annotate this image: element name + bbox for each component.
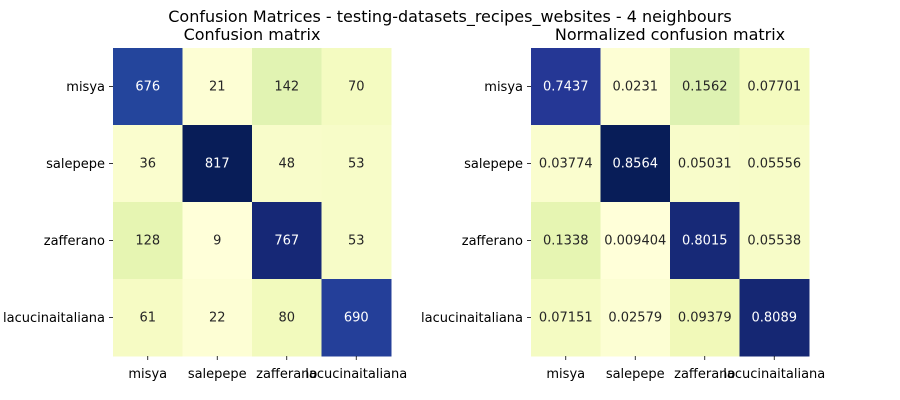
heatmap-cell [252,279,322,357]
cell-value-label: 21 [209,80,226,95]
heatmap-cell [600,48,671,126]
y-tick-label: misya [484,80,523,95]
cell-value-label: 53 [348,234,365,249]
heatmap-cell [182,279,253,357]
cell-value-label: 0.05538 [747,234,801,249]
cell-value-label: 0.009404 [604,234,666,249]
heatmap-cell [182,202,253,280]
y-tick-label: misya [66,80,105,95]
heatmap-cell [113,48,183,126]
cell-value-label: 142 [274,80,299,95]
cell-value-label: 80 [278,311,295,326]
cell-value-label: 0.07151 [539,311,593,326]
cell-value-label: 0.0231 [613,80,659,95]
heatmap-cell [321,202,392,280]
x-tick-label: lacucinaitaliana [723,367,825,382]
y-tick-label: lacucinaitaliana [3,311,105,326]
confusion-matrix-panel: Confusion matrix 676 21 142 70 36 817 48 53 128 9… [3,25,407,382]
heatmap-cell [600,202,671,280]
y-tick-label: lacucinaitaliana [421,311,523,326]
heatmap-cell [182,48,253,126]
heatmap-cell [113,202,183,280]
x-tick-label: zafferano [256,367,317,382]
cell-value-label: 0.8015 [682,234,728,249]
x-tick-label: misya [546,367,585,382]
heatmap-cell [739,279,810,357]
y-tick-label: salepepe [464,157,523,172]
heatmap-cell [670,125,740,203]
cell-value-label: 128 [135,234,160,249]
heatmap-cell [321,48,392,126]
cell-value-label: 0.02579 [608,311,662,326]
cell-value-label: 53 [348,157,365,172]
heatmap-cell [113,279,183,357]
heatmap-cell [600,279,671,357]
heatmap-cell [670,202,740,280]
cell-value-label: 48 [278,157,295,172]
cell-value-label: 0.07701 [747,80,801,95]
cell-value-label: 0.7437 [543,80,589,95]
heatmap-cell [739,48,810,126]
figure-title: Confusion Matrices - testing-datasets_re… [168,7,731,27]
heatmap-cell [531,48,601,126]
x-tick-label: misya [128,367,167,382]
heatmap-cell [600,125,671,203]
cell-value-label: 0.8564 [613,157,659,172]
heatmap-cell [739,202,810,280]
heatmap-cell [113,125,183,203]
cell-value-label: 0.09379 [678,311,732,326]
heatmap-cell [531,125,601,203]
cell-value-label: 22 [209,311,226,326]
heatmap-cell [252,125,322,203]
x-tick-label: lacucinaitaliana [305,367,407,382]
cell-value-label: 767 [274,234,299,249]
x-tick-label: zafferano [674,367,735,382]
cell-value-label: 676 [135,80,160,95]
chart-title: Confusion matrix [184,25,321,44]
cell-value-label: 817 [205,157,230,172]
heatmap-cell [321,125,392,203]
heatmap-cell [739,125,810,203]
cell-value-label: 0.05031 [678,157,732,172]
cell-value-label: 61 [139,311,156,326]
heatmap-cell [252,48,322,126]
y-tick-label: zafferano [44,234,105,249]
cell-value-label: 690 [344,311,369,326]
heatmap-cell [321,279,392,357]
cell-value-label: 70 [348,80,365,95]
cell-value-label: 0.05556 [747,157,801,172]
heatmap-cell [670,48,740,126]
heatmap-cell [531,279,601,357]
cell-value-label: 0.1562 [682,80,728,95]
chart-title: Normalized confusion matrix [555,25,785,44]
x-tick-label: salepepe [606,367,665,382]
heatmap-cell [182,125,253,203]
cell-value-label: 0.1338 [543,234,589,249]
heatmap-cell [252,202,322,280]
cell-value-label: 0.03774 [539,157,593,172]
heatmap-cell [531,202,601,280]
x-tick-label: salepepe [188,367,247,382]
cell-value-label: 0.8089 [752,311,798,326]
y-tick-label: zafferano [462,234,523,249]
cell-value-label: 36 [139,157,156,172]
normalized-confusion-matrix-panel: Normalized confusion matrix 0.7437 0.0231… [421,25,825,382]
y-tick-label: salepepe [46,157,105,172]
heatmap-cell [670,279,740,357]
cell-value-label: 9 [213,234,221,249]
